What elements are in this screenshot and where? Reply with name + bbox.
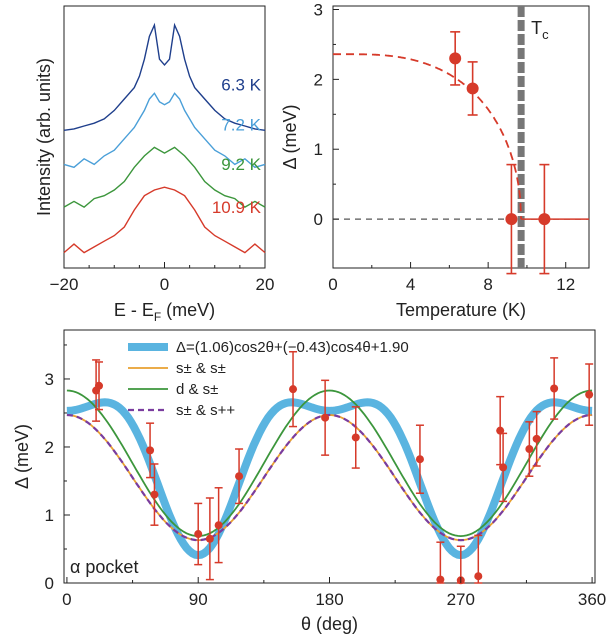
panel-b-tc-label-main: T	[531, 18, 542, 38]
panel-c-point	[415, 455, 424, 464]
panel-b-point	[538, 213, 551, 226]
panel-c-point	[205, 534, 214, 543]
panel-c-point	[532, 434, 541, 443]
panel-c-annotation: α pocket	[70, 557, 138, 577]
panel-b-tc-label-sub: c	[542, 27, 549, 42]
panel-c-curve-1	[66, 414, 593, 542]
panel-c-point	[235, 472, 244, 481]
panel-c-xtick-label: 90	[189, 590, 208, 609]
panel-a-series-label: 7.2 K	[221, 115, 261, 134]
panel-c-xtick-label: 0	[62, 590, 71, 609]
panel-c-legend-label: d & s±	[176, 381, 218, 398]
panel-b-ytick-label: 2	[314, 70, 323, 89]
panel-a-series-1	[63, 92, 266, 169]
panel-b-frame	[332, 5, 590, 269]
panel-c-curve-0	[66, 398, 593, 560]
panel-b-ylabel: Δ (meV)	[280, 104, 300, 169]
panel-c-point	[474, 572, 483, 581]
panel-a-series-2	[63, 146, 266, 208]
panel-c-point	[321, 413, 330, 422]
panel-c-legend-label: Δ=(1.06)cos2θ+(−0.43)cos4θ+1.90	[176, 339, 409, 356]
panel-b-xlabel: Temperature (K)	[396, 300, 526, 320]
panel-b-point	[505, 213, 518, 226]
panel-b-fit-curve	[333, 53, 522, 220]
panel-c-ytick-label: 0	[45, 574, 54, 593]
panel-c-xtick-label: 270	[447, 590, 475, 609]
panel-c-ylabel: Δ (meV)	[12, 424, 32, 489]
panel-c-curve-3	[66, 413, 593, 542]
panel-a-series-3	[63, 186, 266, 254]
panel-c-point	[585, 390, 594, 399]
panel-c-point	[351, 433, 360, 442]
panel-c-point	[95, 381, 104, 390]
panel-c-ytick-label: 1	[45, 506, 54, 525]
panel-a-series-label: 9.2 K	[221, 155, 261, 174]
panel-c-point	[289, 385, 298, 394]
panel-b-xtick-label: 4	[406, 275, 415, 294]
panel-a-xlabel-sub: F	[154, 310, 161, 324]
panel-c-ytick-label: 3	[45, 370, 54, 389]
panel-b-point	[449, 52, 462, 65]
panel-c-xtick-label: 180	[315, 590, 343, 609]
panel-c-point	[550, 384, 559, 393]
panel-b-tc-label: Tc	[531, 18, 549, 42]
panel-a: −20 0 20 E - EF (meV) Intensity (arb. units)…	[34, 5, 275, 324]
panel-a-xtick-label: 20	[256, 275, 275, 294]
panel-a-ylabel: Intensity (arb. units)	[34, 58, 54, 216]
panel-a-frame	[63, 5, 266, 269]
panel-b-xtick-label: 8	[483, 275, 492, 294]
panel-c-xtick-label: 360	[578, 590, 606, 609]
panel-c-legend-label: s± & s±	[176, 360, 226, 377]
panel-a-xtick-label: −20	[50, 275, 79, 294]
panel-a-xlabel-main: E - E	[114, 300, 154, 320]
panel-a-xlabel-unit: (meV)	[161, 300, 215, 320]
panel-a-series-label: 10.9 K	[212, 198, 262, 217]
panel-c-point	[150, 490, 159, 499]
panel-b-ytick-label: 1	[314, 140, 323, 159]
panel-a-series-label: 6.3 K	[221, 75, 261, 94]
panel-a-xtick-label: 0	[160, 275, 169, 294]
panel-c-point	[194, 530, 203, 539]
panel-c-xlabel: θ (deg)	[301, 614, 358, 634]
panel-b-ytick-label: 3	[314, 0, 323, 19]
panel-c-point	[525, 445, 534, 454]
panel-c-ytick-label: 2	[45, 438, 54, 457]
panel-b-ytick-label: 0	[314, 210, 323, 229]
panel-c: Δ=(1.06)cos2θ+(−0.43)cos4θ+1.90 s± & s± d …	[12, 329, 606, 634]
panel-a-xlabel: E - EF (meV)	[114, 300, 215, 324]
panel-b-xtick-label: 12	[556, 275, 575, 294]
panel-b-xtick-label: 0	[328, 275, 337, 294]
panel-a-series-0	[63, 22, 266, 131]
panel-c-point	[436, 575, 445, 584]
panel-c-point	[214, 521, 223, 530]
panel-c-point	[499, 463, 508, 472]
panel-b-point	[466, 82, 479, 95]
panel-c-point	[146, 446, 155, 455]
panel-c-legend-label: s± & s++	[176, 402, 235, 419]
